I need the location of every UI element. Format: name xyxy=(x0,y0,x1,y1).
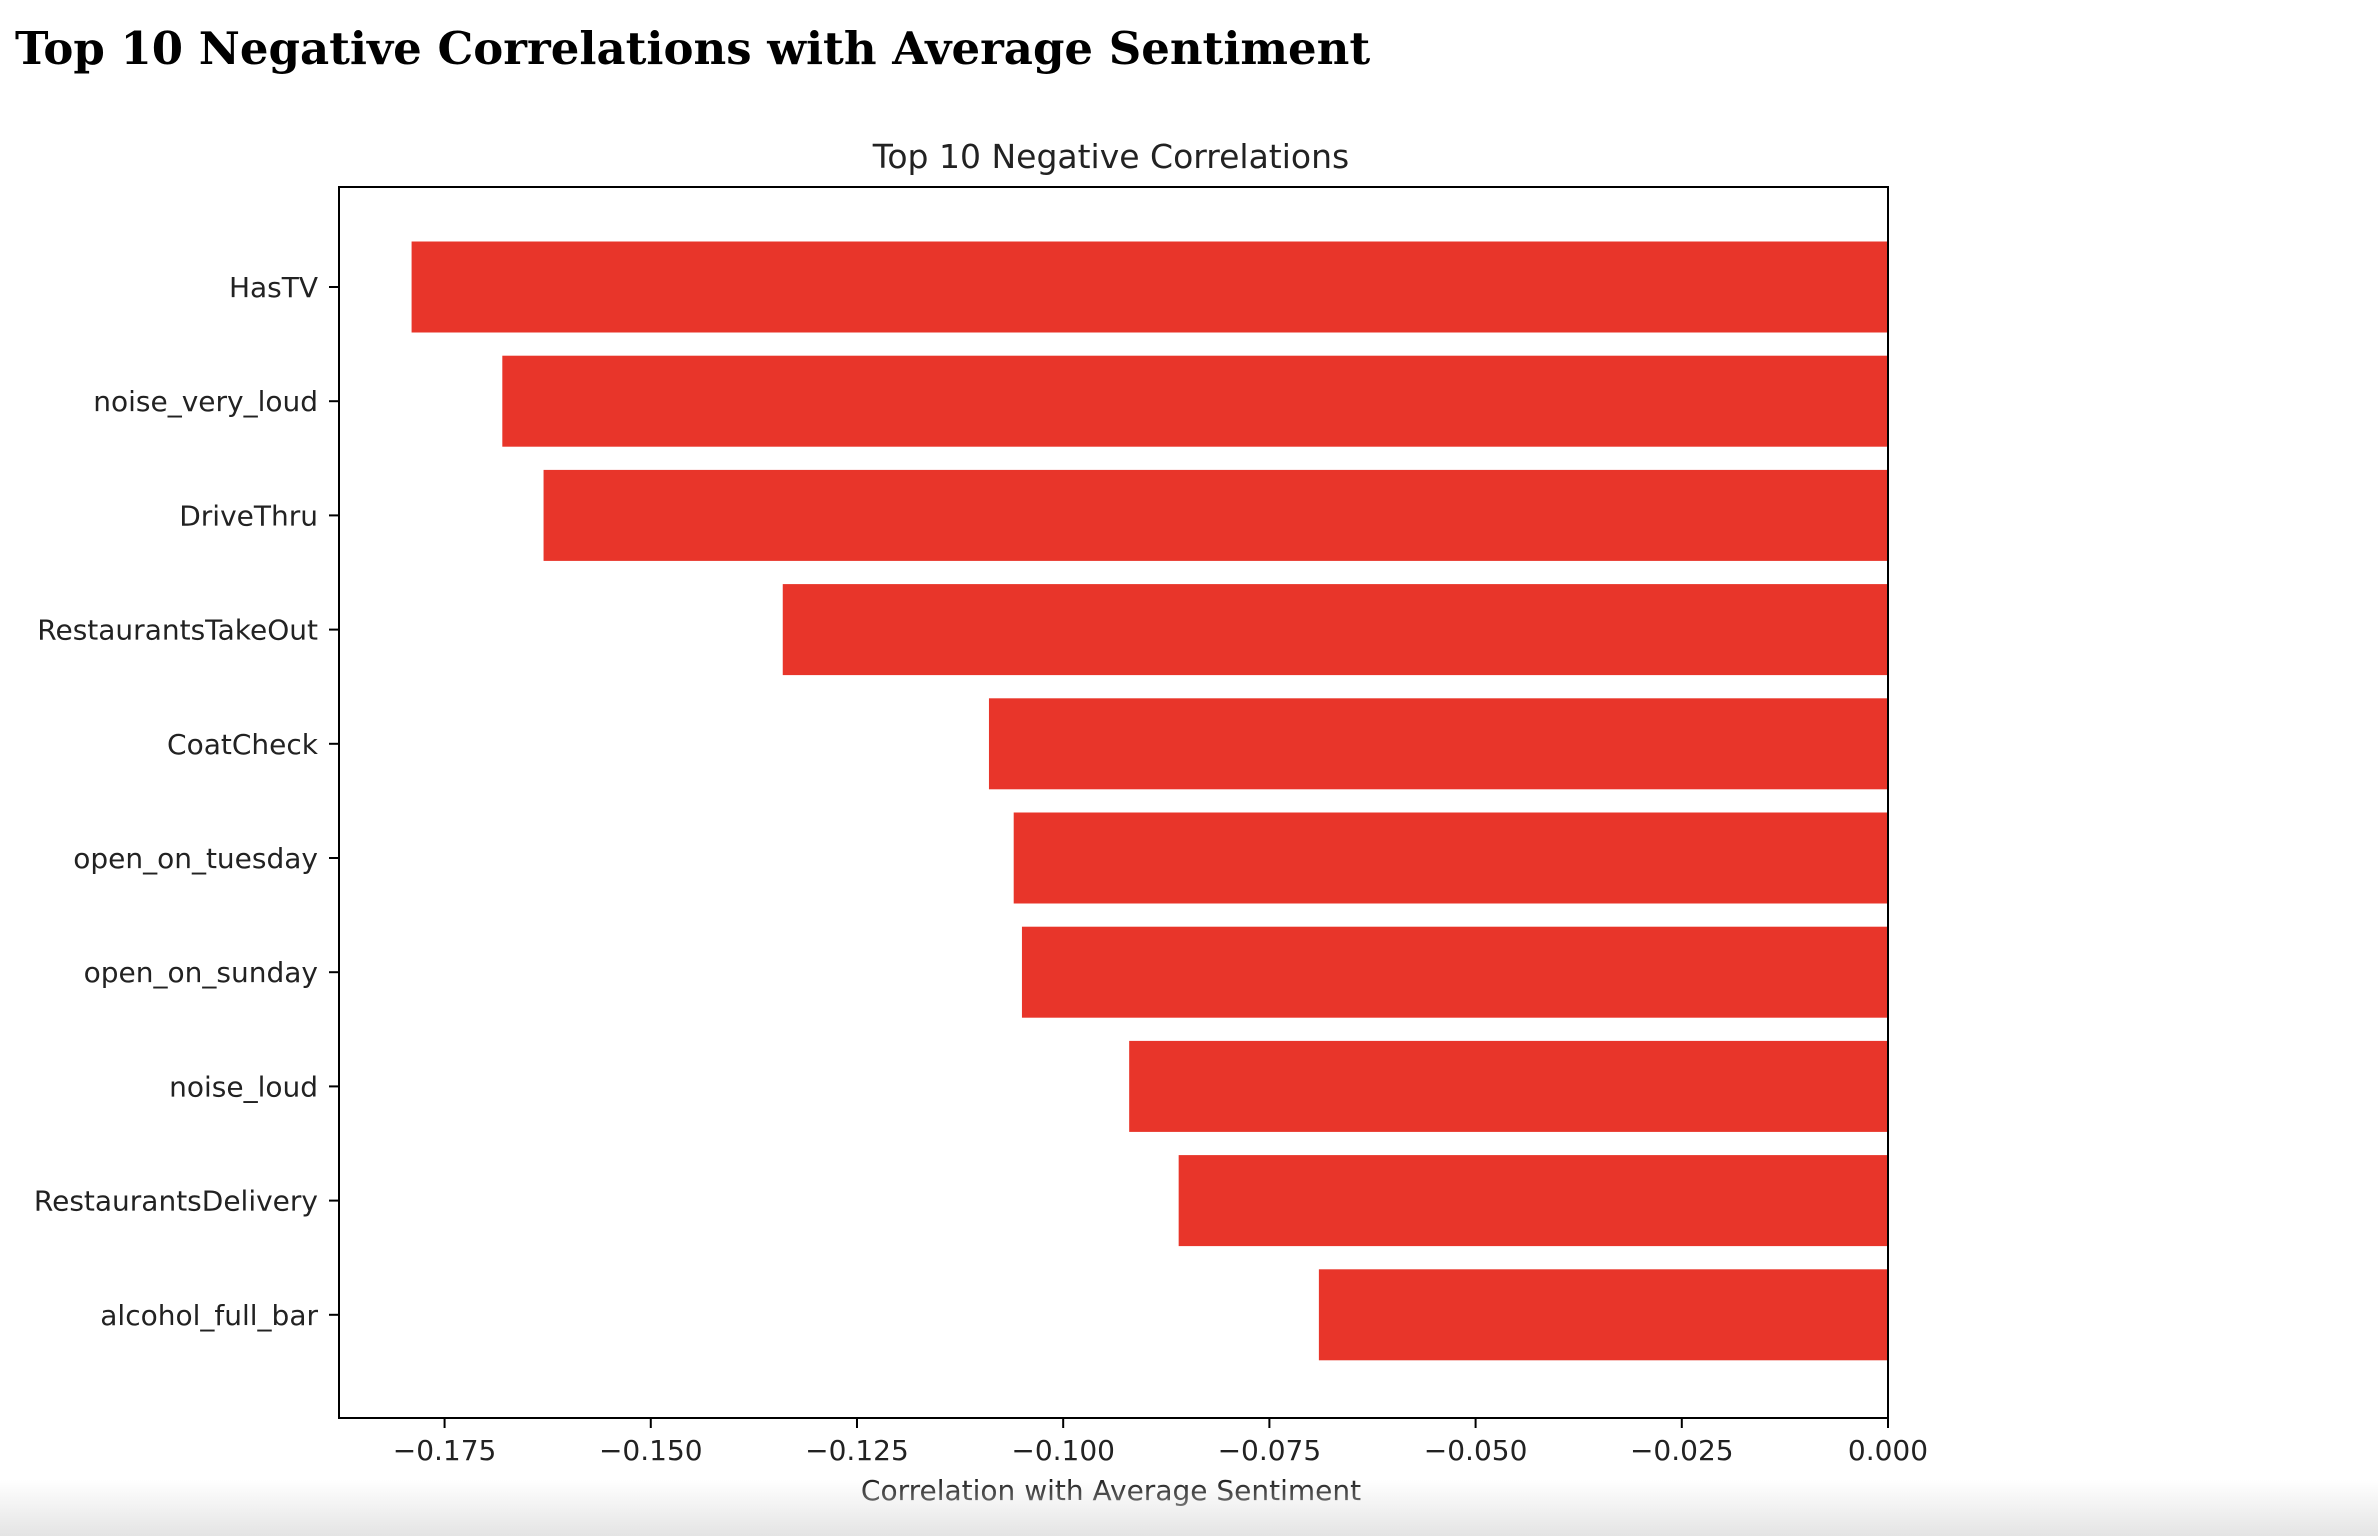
x-axis-group: −0.175 −0.150 −0.125 −0.100 −0.075 −0.050 −0.0… xyxy=(393,1418,1928,1467)
y-tick-label: open_on_tuesday xyxy=(73,842,318,875)
x-tick-label: −0.175 xyxy=(393,1434,497,1467)
y-tick-label: RestaurantsTakeOut xyxy=(37,614,318,647)
bar xyxy=(782,584,1888,676)
plot-frame xyxy=(338,186,1889,1419)
bar xyxy=(988,698,1888,790)
x-tick-label: −0.050 xyxy=(1424,1434,1528,1467)
y-tick-label: noise_loud xyxy=(169,1070,318,1103)
x-tick-label: −0.025 xyxy=(1630,1434,1734,1467)
x-tick-label: −0.125 xyxy=(805,1434,909,1467)
y-tick-label: RestaurantsDelivery xyxy=(34,1185,318,1218)
x-tick-label: −0.075 xyxy=(1218,1434,1322,1467)
bar xyxy=(502,355,1888,447)
y-tick-label: DriveThru xyxy=(179,499,318,532)
bottom-shade xyxy=(0,1480,2378,1536)
page-heading: Top 10 Negative Correlations with Averag… xyxy=(15,22,1371,75)
y-tick-label: noise_very_loud xyxy=(93,385,318,418)
bar xyxy=(1318,1269,1888,1361)
x-tick-label: 0.000 xyxy=(1848,1434,1928,1467)
bar xyxy=(543,469,1889,561)
bar xyxy=(1013,812,1888,904)
bars-group xyxy=(411,241,1889,1361)
y-axis-group: HasTV noise_very_loud DriveThru Restaurants… xyxy=(34,271,339,1332)
bar xyxy=(1178,1155,1888,1247)
bar xyxy=(411,241,1888,333)
bar xyxy=(1021,926,1888,1018)
x-tick-label: −0.100 xyxy=(1011,1434,1115,1467)
y-tick-label: alcohol_full_bar xyxy=(100,1299,318,1332)
bar xyxy=(1129,1040,1888,1132)
chart-title: Top 10 Negative Correlations xyxy=(872,137,1349,176)
x-tick-label: −0.150 xyxy=(599,1434,703,1467)
y-tick-label: open_on_sunday xyxy=(84,956,318,989)
y-tick-label: HasTV xyxy=(229,271,318,304)
y-tick-label: CoatCheck xyxy=(167,728,319,761)
